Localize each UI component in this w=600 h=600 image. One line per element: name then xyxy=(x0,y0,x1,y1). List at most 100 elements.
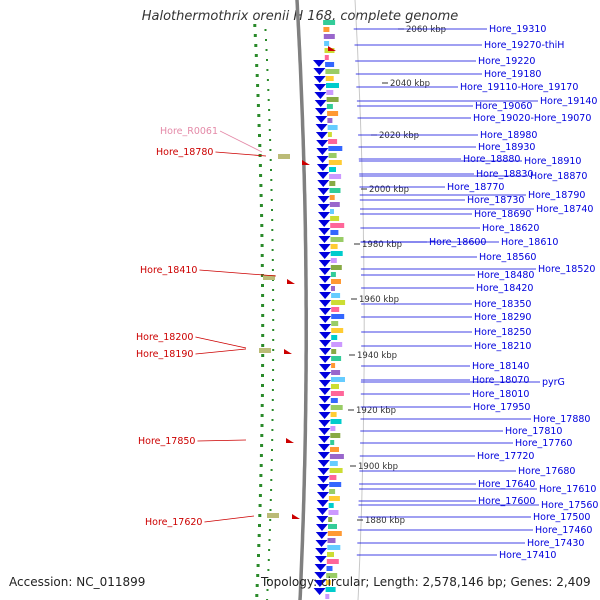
reverse-gene-arrow xyxy=(328,46,336,51)
category-block xyxy=(330,244,338,249)
gene-label: Hore_18910 xyxy=(524,156,581,167)
category-block xyxy=(330,237,344,242)
category-block xyxy=(328,139,338,144)
gc-dot xyxy=(253,34,257,37)
forward-gene-arrow xyxy=(318,396,331,403)
category-block xyxy=(330,405,343,410)
forward-gene-arrow xyxy=(317,460,330,467)
forward-gene-arrow xyxy=(315,540,328,547)
category-block xyxy=(327,111,339,116)
gc-dot xyxy=(272,359,275,361)
reverse-gene-labels: Hore_R0061 Hore_18780 Hore_18410 Hore_18200… xyxy=(136,126,218,528)
gc-dot xyxy=(261,354,265,357)
forward-gene-arrow xyxy=(315,132,328,139)
category-block xyxy=(331,349,337,354)
category-block xyxy=(328,496,340,501)
gc-dot xyxy=(258,164,262,167)
gene-label: Hore_18730 xyxy=(467,195,524,206)
gc-dot xyxy=(269,159,272,161)
gc-dot xyxy=(269,499,272,501)
category-block xyxy=(331,335,338,340)
reverse-gene-block xyxy=(267,513,279,518)
gene-label: Hore_17430 xyxy=(527,538,584,549)
category-block xyxy=(324,55,329,60)
reverse-gene-block xyxy=(278,154,290,159)
gene-label: Hore_18740 xyxy=(536,204,593,215)
gc-dot xyxy=(260,254,264,257)
gc-dot xyxy=(271,239,274,241)
category-block xyxy=(326,566,333,571)
gene-label: Hore_19180 xyxy=(484,69,541,80)
label-leader xyxy=(219,130,263,153)
gc-dot xyxy=(257,554,260,557)
gene-label: Hore_19110-Hore_19170 xyxy=(460,82,578,93)
gene-label: Hore_19310 xyxy=(489,24,546,35)
forward-gene-arrow xyxy=(317,196,330,203)
gene-label: Hore_18200 xyxy=(136,332,193,343)
gc-dot xyxy=(268,529,271,531)
gc-dot xyxy=(261,304,265,307)
forward-gene-arrow xyxy=(315,116,328,123)
gc-dot xyxy=(256,84,260,87)
gc-dot xyxy=(261,314,265,317)
forward-gene-arrow xyxy=(314,92,327,99)
forward-gene-arrow xyxy=(318,404,331,411)
gc-dot xyxy=(267,89,270,91)
category-block xyxy=(329,468,343,473)
forward-gene-arrow xyxy=(319,364,332,371)
gc-dot xyxy=(271,449,273,451)
reverse-gene-block xyxy=(263,275,275,280)
forward-gene-arrow xyxy=(317,452,330,459)
forward-gene-arrow xyxy=(319,340,332,347)
category-block xyxy=(331,328,344,333)
gene-label: Hore_18780 xyxy=(156,147,213,158)
gc-dot xyxy=(260,394,264,397)
gc-dot xyxy=(272,329,275,331)
gc-dot xyxy=(259,484,263,487)
gc-dot xyxy=(269,149,272,151)
gc-dot xyxy=(260,234,264,237)
forward-gene-arrow xyxy=(317,180,330,187)
gene-label: Hore_18190 xyxy=(136,349,193,360)
forward-gene-arrow xyxy=(318,268,331,275)
gc-dot xyxy=(270,189,273,191)
category-block xyxy=(330,433,341,438)
forward-gene-arrow xyxy=(315,124,328,131)
gene-label: Hore_18210 xyxy=(474,341,531,352)
category-block xyxy=(330,412,337,417)
category-block xyxy=(326,97,339,102)
scale-label: 1900 kbp xyxy=(358,462,398,472)
gc-dot xyxy=(260,424,264,427)
gene-label: Hore_18140 xyxy=(472,361,529,372)
scale-label: 1940 kbp xyxy=(357,351,397,361)
forward-gene-arrow xyxy=(313,68,326,75)
gc-dot xyxy=(271,399,274,401)
gene-label: Hore_17410 xyxy=(499,550,556,561)
gc-dot xyxy=(268,129,271,131)
category-block xyxy=(327,531,342,536)
forward-gene-arrow xyxy=(314,564,327,571)
category-block xyxy=(326,104,333,109)
forward-gene-arrow xyxy=(318,212,330,219)
category-block xyxy=(331,314,345,319)
gc-dot xyxy=(268,549,271,551)
gene-label: pyrG xyxy=(542,377,565,388)
gene-label: Hore_18420 xyxy=(476,283,533,294)
reverse-gene-arrow xyxy=(284,349,292,354)
gc-dot xyxy=(260,434,264,437)
forward-gene-arrow xyxy=(319,380,331,387)
forward-gene-arrow xyxy=(318,260,331,267)
gc-dot xyxy=(266,59,268,61)
scale-label: 1980 kbp xyxy=(362,240,402,250)
forward-gene-arrow xyxy=(313,60,325,67)
gc-dot xyxy=(259,204,263,207)
gene-label: Hore_18620 xyxy=(482,223,539,234)
forward-gene-arrow xyxy=(319,348,332,355)
gene-label: Hore_18830 xyxy=(476,169,533,180)
gc-dot xyxy=(254,44,258,47)
gc-dot xyxy=(261,364,265,367)
category-block xyxy=(323,34,335,39)
forward-gene-arrow xyxy=(314,572,327,579)
forward-gene-arrow xyxy=(319,324,332,331)
cog-color-track xyxy=(323,20,346,599)
